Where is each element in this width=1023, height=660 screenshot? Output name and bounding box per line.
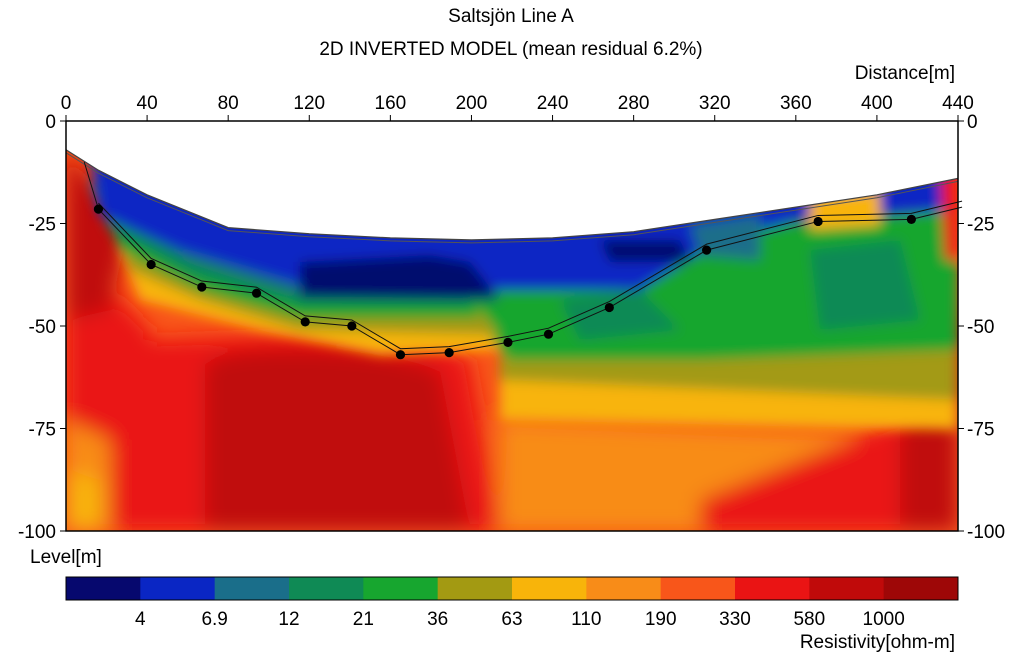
color-scale-swatch <box>437 577 513 600</box>
x-tick-label: 200 <box>456 93 488 114</box>
color-scale-tick-label: 21 <box>353 609 374 630</box>
x-tick-label: 40 <box>137 93 158 114</box>
color-scale-swatch <box>809 577 885 600</box>
boundary-point <box>197 282 207 292</box>
color-scale-tick-label: 63 <box>501 609 522 630</box>
color-scale-tick-label: 110 <box>571 609 601 630</box>
boundary-point <box>146 259 156 270</box>
zone-center-deep-red <box>205 350 470 531</box>
x-tick-label: 360 <box>780 93 812 114</box>
boundary-point <box>702 245 712 255</box>
surface-line-lower <box>65 152 959 244</box>
x-tick-label: 320 <box>699 93 731 114</box>
color-scale-frame <box>65 576 959 601</box>
boundary-line-upper <box>98 200 963 350</box>
color-scale-swatch <box>140 577 216 600</box>
color-scale-swatch <box>586 577 662 600</box>
color-scale-swatch <box>883 577 959 600</box>
boundary-lead-line <box>83 161 99 210</box>
color-scale-swatch <box>735 577 810 600</box>
color-scale-label: Resistivity[ohm-m] <box>800 632 955 653</box>
zone-right-edge-red <box>940 170 958 260</box>
color-scale-swatch <box>289 577 364 600</box>
x-tick-label: 160 <box>375 93 407 114</box>
x-tick-label: 440 <box>942 93 974 114</box>
chart-title: Saltsjön Line A <box>448 6 574 27</box>
y-tick-label-right: -25 <box>967 215 994 236</box>
zone-left-edge-deep <box>66 150 130 320</box>
y-tick-label-left: -25 <box>29 215 56 236</box>
boundary-point <box>444 348 454 358</box>
color-scale-tick-label: 1000 <box>863 609 905 630</box>
color-scale-tick-label: 36 <box>427 609 448 630</box>
x-tick-label: 240 <box>537 93 569 114</box>
zone-dark-green-2 <box>560 290 680 340</box>
boundary-point <box>347 321 357 331</box>
x-tick-label: 400 <box>861 93 893 114</box>
color-scale-swatch <box>363 577 439 600</box>
y-tick-label-left: -75 <box>29 420 56 441</box>
boundary-point <box>395 350 406 360</box>
surface-line <box>65 149 959 241</box>
color-scale-swatch <box>214 577 290 600</box>
chart-subtitle: 2D INVERTED MODEL (mean residual 6.2%) <box>319 39 702 60</box>
y-tick-label-left: -50 <box>29 317 56 338</box>
boundary-point <box>906 214 916 224</box>
interpretation-overlay <box>65 121 963 360</box>
y-tick-label-left: -100 <box>18 522 56 543</box>
y-tick-label-right: -75 <box>967 420 994 441</box>
boundary-point <box>300 317 310 327</box>
zone-navy <box>300 255 500 300</box>
color-scale: 4 6.9 12 21 36 63 110 190 330 580 1000 <box>65 576 959 630</box>
y-tick-label-right: -50 <box>967 317 994 338</box>
zone-navy-right <box>600 240 690 262</box>
color-scale-tick-label: 12 <box>278 609 299 630</box>
color-scale-swatch <box>66 577 141 600</box>
boundary-point <box>604 302 614 313</box>
x-tick-label: 120 <box>293 93 325 114</box>
boundary-point <box>93 204 104 214</box>
zone-right-red <box>700 380 958 531</box>
boundary-point <box>251 288 262 298</box>
x-tick-label: 0 <box>61 93 72 114</box>
color-scale-tick-label: 580 <box>793 609 825 630</box>
color-scale-tick-label: 190 <box>645 609 677 630</box>
boundary-point <box>503 337 513 347</box>
x-tick-label: 280 <box>618 93 650 114</box>
color-scale-swatch <box>512 577 587 600</box>
color-scale-tick-label: 330 <box>719 609 751 630</box>
y-tick-label-right: -100 <box>967 522 1005 543</box>
area-above-surface <box>66 121 958 240</box>
y-axis-label: Level[m] <box>30 547 102 568</box>
color-scale-tick-label: 6.9 <box>201 609 227 630</box>
zone-left-yellow <box>66 470 100 531</box>
x-axis-label: Distance[m] <box>855 63 955 84</box>
y-tick-label-right: 0 <box>967 112 978 133</box>
color-scale-tick-label: 4 <box>135 609 146 630</box>
boundary-point <box>813 216 823 227</box>
y-tick-label-left: 0 <box>45 112 56 133</box>
color-scale-swatch <box>660 577 736 600</box>
x-tick-label: 80 <box>218 93 239 114</box>
zone-dark-green <box>810 240 920 330</box>
boundary-point <box>543 329 554 339</box>
